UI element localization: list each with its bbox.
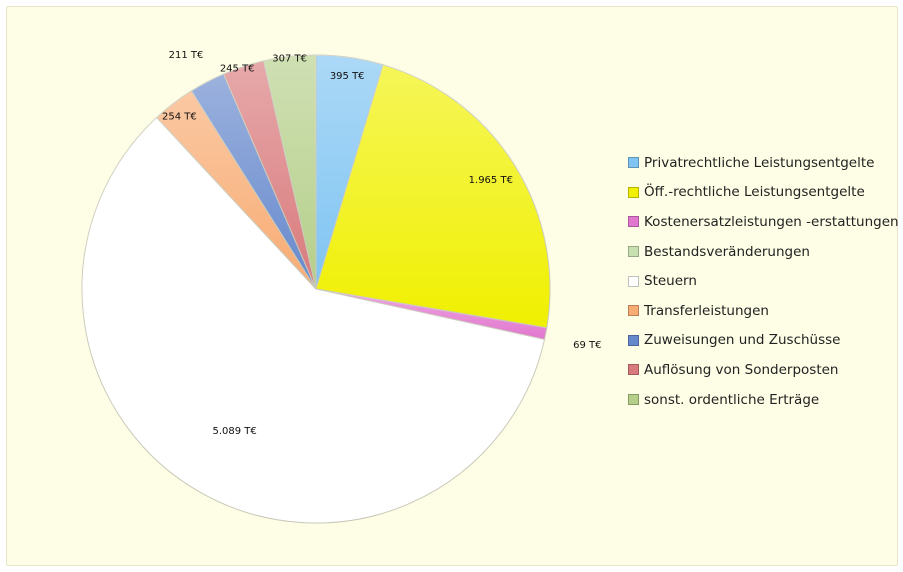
data-label-9: 307 T€ [272,54,307,65]
legend-item-1: Privatrechtliche Leistungsentgelte [628,148,899,178]
legend-label-6: Transferleistungen [644,302,769,319]
legend-item-6: Transferleistungen [628,296,899,326]
data-label-6: 254 T€ [162,111,197,122]
legend-item-8: Auflösung von Sonderposten [628,355,899,385]
pie-slice-highlight-8 [223,60,316,290]
legend-swatch-3 [628,216,639,228]
legend-item-4: Bestandsveränderungen [628,237,899,267]
pie-slice-highlight-7 [191,74,316,289]
pie-slice-highlight-1 [316,55,384,289]
legend-swatch-6 [628,305,639,317]
legend-swatch-5 [628,275,639,287]
legend-label-4: Bestandsveränderungen [644,243,810,260]
pie-slice-highlight-6 [156,90,316,289]
pie-slice-highlight-9 [263,55,316,289]
legend-swatch-8 [628,364,639,376]
legend-item-3: Kostenersatzleistungen -erstattungen [628,207,899,237]
legend-swatch-7 [628,334,639,346]
legend-label-8: Auflösung von Sonderposten [644,361,839,378]
pie-slice-highlight-5 [81,117,545,523]
data-label-3: 69 T€ [573,340,601,351]
legend-item-7: Zuweisungen und Zuschüsse [628,326,899,356]
legend-swatch-1 [628,157,639,169]
legend-label-7: Zuweisungen und Zuschüsse [644,332,841,349]
legend-label-1: Privatrechtliche Leistungsentgelte [644,154,875,171]
data-label-2: 1.965 T€ [469,175,513,186]
legend-item-9: sonst. ordentliche Erträge [628,385,899,415]
pie-slice-highlight-2 [316,64,550,328]
legend-label-9: sonst. ordentliche Erträge [644,391,820,408]
data-label-5: 5.089 T€ [212,426,256,437]
data-label-8: 245 T€ [220,64,255,75]
legend-label-3: Kostenersatzleistungen -erstattungen [644,213,899,230]
legend-label-5: Steuern [644,273,697,290]
legend-swatch-4 [628,246,639,258]
legend-item-5: Steuern [628,266,899,296]
data-label-1: 395 T€ [330,71,365,82]
legend: Privatrechtliche Leistungsentgelte Öff.-r… [628,148,899,414]
legend-item-2: Öff.-rechtliche Leistungsentgelte [628,178,899,208]
legend-swatch-2 [628,186,639,198]
data-label-7: 211 T€ [169,50,204,61]
legend-label-2: Öff.-rechtliche Leistungsentgelte [644,184,865,201]
legend-swatch-9 [628,394,639,406]
